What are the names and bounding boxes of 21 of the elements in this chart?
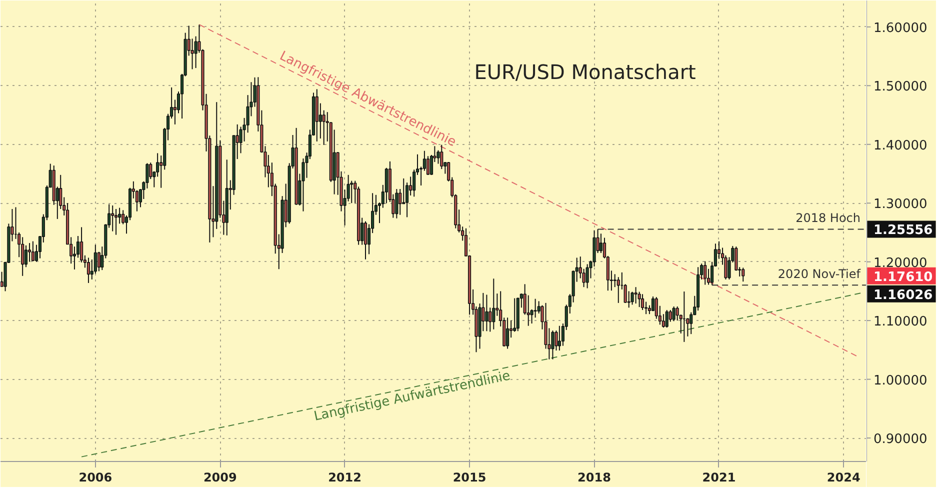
series-label: 2018 Hoch xyxy=(796,211,860,226)
y-tick-label: 1.50000 xyxy=(874,80,928,95)
y-tick-label: 1.10000 xyxy=(874,314,928,330)
y-tick-label: 1.20000 xyxy=(874,256,928,271)
data-label: 1.25556 xyxy=(874,223,933,238)
data-label: 1.16026 xyxy=(874,288,933,303)
y-tick-label: 1.30000 xyxy=(874,197,928,212)
y-tick-label: 1.00000 xyxy=(874,373,928,388)
x-tick-label: 2015 xyxy=(452,470,486,484)
y-tick-label: 1.40000 xyxy=(874,138,928,154)
x-tick-label: 2018 xyxy=(578,470,611,484)
x-tick-label: 2024 xyxy=(826,470,860,484)
y-tick-label: 0.90000 xyxy=(874,432,928,448)
text: 1.17610 xyxy=(874,270,933,285)
series-label: 2020 Nov-Tief xyxy=(778,267,862,282)
x-tick-label: 2009 xyxy=(203,470,237,484)
x-tick-label: 2021 xyxy=(702,470,736,484)
text: EUR/USD Monatschart xyxy=(474,60,696,84)
x-tick-label: 2006 xyxy=(78,470,112,484)
y-tick-label: 1.60000 xyxy=(874,20,928,36)
x-tick-label: 2012 xyxy=(328,470,362,484)
